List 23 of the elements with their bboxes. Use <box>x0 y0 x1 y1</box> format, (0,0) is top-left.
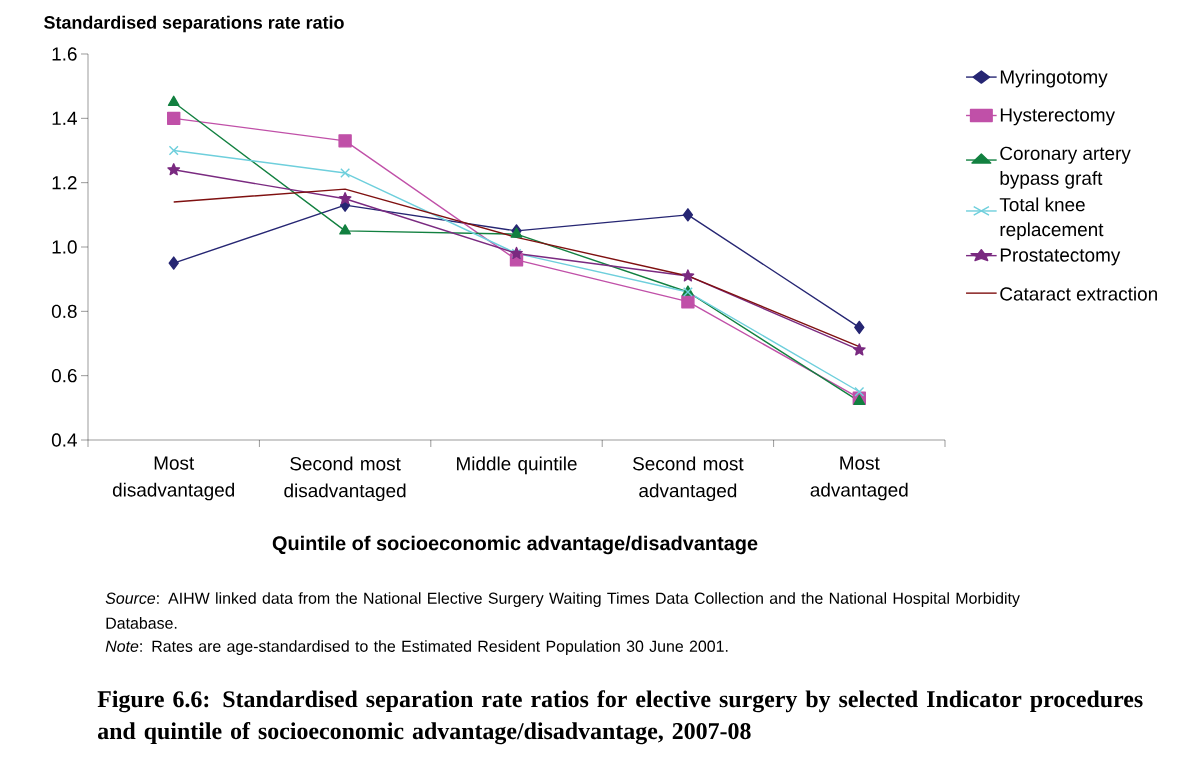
legend-label: Coronary artery bypass graft <box>1000 146 1131 189</box>
x-tick-label: Second most disadvantaged <box>284 456 406 502</box>
y-tick-label: 1.6 <box>52 47 77 61</box>
x-tick-label: Most disadvantaged <box>112 456 235 501</box>
x-tick-label: Second most advantaged <box>633 456 744 502</box>
legend-label: Prostatectomy <box>1000 248 1121 266</box>
y-tick-label: 0.6 <box>51 368 77 383</box>
y-tick-label: 1.0 <box>52 240 77 254</box>
x-tick-label: Most advantaged <box>810 456 908 501</box>
text: Source: AIHW linked data from the National Elective Surgery Waiting Times Data Collection and the National Hospital Morbidity Database. <box>105 592 1020 629</box>
legend-label: Myringotomy <box>1000 69 1108 88</box>
y-tick-label: 0.8 <box>51 304 77 319</box>
legend-label: Cataract extraction <box>1000 286 1157 301</box>
x-tick-label: Middle quintile <box>457 456 577 475</box>
text: Figure 6.6: Standardised separation rate ratios for elective surgery by selected Indicator procedures and quintile of socioeconomic advantage/disadvantage, 2007-08 <box>97 690 1143 745</box>
y-tick-label: 1.2 <box>52 176 77 190</box>
y-tick-label: 0.4 <box>51 433 77 447</box>
text: Note: Rates are age-standardised to the Estimated Resident Population 30 June 2001. <box>105 640 728 656</box>
y-tick-label: 1.4 <box>52 111 77 125</box>
legend-label: Total knee replacement <box>999 197 1104 240</box>
legend-label: Hysterectomy <box>1000 108 1115 126</box>
x-axis-title: Quintile of socioeconomic advantage/disadvantage <box>272 535 758 555</box>
y-axis-title: Standardised separations rate ratio <box>44 15 344 33</box>
